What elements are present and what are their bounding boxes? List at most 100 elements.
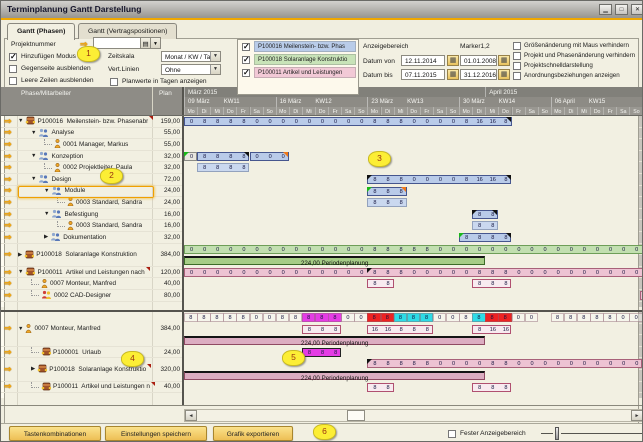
- gantt-row-label[interactable]: ▼ Module: [1, 186, 183, 198]
- expand-toggle-icon[interactable]: ▼: [31, 176, 37, 183]
- gantt-row-label[interactable]: P100001 Urlaub: [1, 347, 183, 359]
- expand-toggle-icon[interactable]: ▼: [18, 269, 24, 276]
- left-option-checkbox[interactable]: [9, 77, 17, 85]
- gantt-bar[interactable]: 0 0 0 0 0 0 0 0 0 0 0 0 0 0 8 8 8 8 8 0 0 0 0 0 0 0 0 0 0 0 0 0 0 0 0: [184, 244, 642, 254]
- row-arrow-icon[interactable]: ⇒: [4, 185, 12, 196]
- row-arrow-icon[interactable]: ⇒: [4, 173, 12, 184]
- expand-toggle-icon[interactable]: ▼: [44, 187, 50, 194]
- gantt-bar[interactable]: 8 8 8 8: [459, 233, 512, 243]
- right-option-checkbox[interactable]: [513, 72, 521, 80]
- gantt-row-label[interactable]: ▶ P100018 Solaranlage Konstruktio: [1, 358, 183, 382]
- row-arrow-icon[interactable]: ⇒: [4, 364, 12, 374]
- horizontal-scrollbar[interactable]: ◄ ►: [184, 409, 642, 422]
- row-arrow-icon[interactable]: ⇒: [4, 208, 12, 219]
- marker2-input[interactable]: 31.12.2016: [460, 69, 497, 80]
- gantt-row-label[interactable]: ▶ Dokumentation: [1, 232, 183, 244]
- period-planning-bar[interactable]: 224,00 Periodenplanung: [184, 256, 486, 267]
- zoom-slider-thumb[interactable]: [555, 427, 559, 440]
- gantt-row-label[interactable]: ▼ P100016 Meilenstein- bzw. Phasenabr: [1, 116, 183, 128]
- maximize-button[interactable]: □: [615, 4, 628, 15]
- calendar-icon[interactable]: ▦: [447, 55, 459, 66]
- gantt-bar[interactable]: 8 16 16: [472, 324, 512, 334]
- scrollbar-thumb[interactable]: [347, 410, 365, 421]
- planwerte-checkbox[interactable]: [110, 78, 118, 86]
- calendar-icon[interactable]: ▦: [447, 69, 459, 80]
- gantt-row-label[interactable]: 0001 Manager, Markus: [1, 139, 183, 151]
- zoom-slider-track[interactable]: [561, 433, 642, 434]
- zeitskala-select[interactable]: Monat / KW / Tag ▼: [161, 51, 221, 62]
- gantt-row-label[interactable]: 0002 Projektleiter, Paula: [1, 162, 183, 174]
- row-arrow-icon[interactable]: ⇒: [4, 323, 12, 334]
- row-arrow-icon[interactable]: ⇒: [4, 127, 12, 138]
- row-arrow-icon[interactable]: ⇒: [4, 197, 12, 207]
- gantt-bar[interactable]: 8 8 8: [301, 347, 342, 357]
- gantt-bar[interactable]: 8 8 8: [472, 279, 512, 289]
- row-arrow-icon[interactable]: ⇒: [4, 381, 12, 392]
- gantt-row-label[interactable]: ▼ P100011 Artikel und Leistungen nach: [1, 267, 183, 279]
- gantt-row-label[interactable]: P100011 Artikel und Leistungen n: [1, 381, 183, 394]
- gantt-row-label[interactable]: ▼ Befestigung: [1, 209, 183, 221]
- tab-gantt-phasen[interactable]: Gantt (Phasen): [7, 23, 76, 40]
- close-button[interactable]: ✕: [631, 4, 642, 15]
- gantt-bar[interactable]: 0 0 0 0 0 0 0 0 0 0 0 0 0 0 8 8 8 0 0 0 0 0 8 8 8 0 0 0 0 0 0 0 0 0 0: [184, 267, 642, 277]
- row-arrow-icon[interactable]: ⇒: [4, 139, 12, 149]
- gantt-bar[interactable]: 8 8 8 8 8 0 0 0 0 8 8 0 0 0 0 0 0 0 0 0 0: [367, 359, 642, 369]
- gantt-bar[interactable]: 8 8 8: [301, 324, 342, 334]
- gantt-bar[interactable]: 8 8 8: [367, 198, 407, 208]
- datum-von-input[interactable]: 12.11.2014: [401, 55, 445, 66]
- row-arrow-icon[interactable]: ⇒: [4, 249, 12, 260]
- scroll-right-button[interactable]: ►: [631, 410, 642, 421]
- right-option-checkbox[interactable]: [513, 52, 521, 60]
- row-arrow-icon[interactable]: ⇒: [4, 266, 12, 277]
- fester-anzeigebereich-checkbox[interactable]: [448, 430, 456, 438]
- gantt-bar[interactable]: 8 8 8 8: [197, 151, 250, 161]
- row-arrow-icon[interactable]: ⇒: [4, 220, 12, 231]
- gantt-bar[interactable]: 0 8 8 8 8 0 0 0 0 0 0 0 0 0 8 8 8 0 0 0 0 8 16 16 8: [184, 117, 512, 127]
- expand-toggle-icon[interactable]: ▼: [18, 118, 24, 125]
- expand-toggle-icon[interactable]: ▶: [31, 366, 36, 373]
- period-planning-bar[interactable]: 224,00 Periodenplanung: [184, 371, 486, 382]
- gantt-row-label[interactable]: 0003 Standard, Sandra: [1, 220, 183, 232]
- legend-checkbox[interactable]: [242, 42, 250, 51]
- calendar-icon[interactable]: ▦: [498, 69, 510, 80]
- projektnummer-dropdown-button[interactable]: ▼: [150, 37, 161, 49]
- datum-bis-input[interactable]: 07.11.2015: [401, 69, 445, 80]
- expand-toggle-icon[interactable]: ▼: [44, 211, 50, 218]
- gantt-row-label[interactable]: ▼ 0007 Monteur, Manfred: [1, 312, 183, 347]
- gantt-bar[interactable]: 0 0 0: [249, 151, 289, 161]
- gantt-row-label[interactable]: ▼ Design: [1, 174, 183, 186]
- expand-toggle-icon[interactable]: ▼: [31, 129, 37, 136]
- gantt-bar[interactable]: 8 8 8 0 0 0 0 8 16 16 8: [367, 175, 512, 185]
- expand-toggle-icon[interactable]: ▶: [44, 234, 49, 241]
- row-arrow-icon[interactable]: ⇒: [4, 116, 12, 126]
- gantt-bar[interactable]: 16 16 8 8 8: [367, 324, 433, 334]
- expand-toggle-icon[interactable]: ▶: [18, 251, 23, 258]
- gantt-bar[interactable]: 8 8 8: [472, 382, 512, 392]
- right-option-checkbox[interactable]: [513, 42, 521, 50]
- gantt-bar[interactable]: [639, 291, 642, 301]
- gantt-row-label[interactable]: 0007 Monteur, Manfred: [1, 278, 183, 290]
- row-arrow-icon[interactable]: ⇒: [4, 150, 12, 161]
- gantt-row-label[interactable]: 0002 CAD-Designer: [1, 290, 183, 302]
- period-planning-bar[interactable]: 224,00 Periodenplanung: [184, 336, 486, 347]
- row-arrow-icon[interactable]: ⇒: [4, 162, 12, 173]
- left-option-checkbox[interactable]: [9, 65, 17, 73]
- gantt-row-label[interactable]: ▶ P100018 Solaranlage Konstruktion: [1, 244, 183, 267]
- gantt-row-label[interactable]: 0003 Standard, Sandra: [1, 197, 183, 209]
- einstellungen-speichern-button[interactable]: Einstellungen speichern: [105, 426, 207, 441]
- row-arrow-icon[interactable]: ⇒: [4, 278, 12, 289]
- gantt-row-label[interactable]: ▼ Analyse: [1, 128, 183, 140]
- scroll-left-button[interactable]: ◄: [185, 410, 197, 421]
- gantt-row-label[interactable]: ▼ Konzeption: [1, 151, 183, 163]
- right-option-checkbox[interactable]: [513, 62, 521, 70]
- grafik-exportieren-button[interactable]: Grafik exportieren: [213, 426, 293, 441]
- marker1-input[interactable]: 01.01.2008: [460, 55, 497, 66]
- row-arrow-icon[interactable]: ⇒: [4, 231, 12, 242]
- expand-toggle-icon[interactable]: ▼: [31, 153, 37, 160]
- legend-checkbox[interactable]: [242, 68, 250, 77]
- tastenkombinationen-button[interactable]: Tastenkombinationen: [9, 426, 101, 441]
- calendar-icon[interactable]: ▦: [498, 55, 510, 66]
